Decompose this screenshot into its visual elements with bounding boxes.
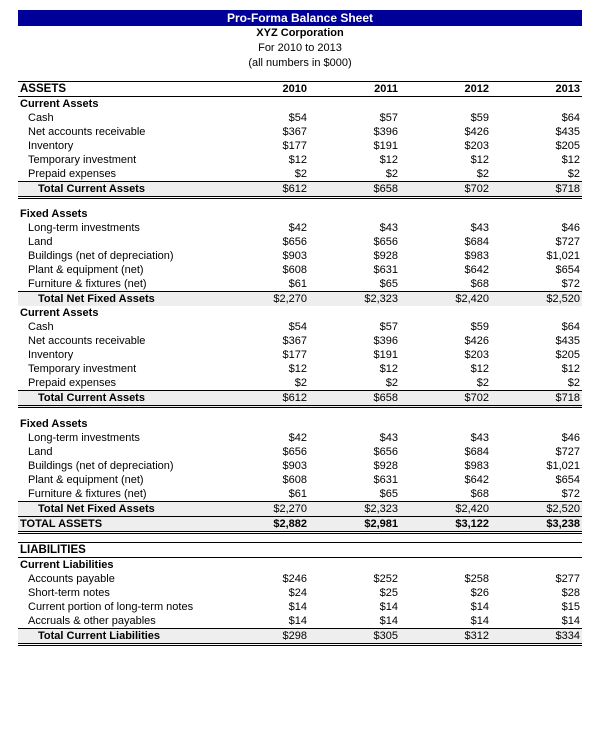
- total-current-assets-row-2: Total Current Assets$612$658$702$718: [18, 391, 582, 407]
- title-bar: Pro-Forma Balance Sheet: [18, 10, 582, 26]
- period-line: For 2010 to 2013: [18, 41, 582, 56]
- assets-label: ASSETS: [18, 81, 218, 96]
- table-row: Buildings (net of depreciation)$903$928$…: [18, 459, 582, 473]
- total-fixed-assets-row-2: Total Net Fixed Assets$2,270$2,323$2,420…: [18, 501, 582, 516]
- col-year-1: 2011: [309, 81, 400, 96]
- table-row: Prepaid expenses$2$2$2$2: [18, 167, 582, 182]
- table-row: Land$656$656$684$727: [18, 235, 582, 249]
- total-fixed-assets-row: Total Net Fixed Assets$2,270$2,323$2,420…: [18, 292, 582, 307]
- fixed-assets-header-2: Fixed Assets: [18, 417, 582, 431]
- col-year-2: 2012: [400, 81, 491, 96]
- table-row: Current portion of long-term notes$14$14…: [18, 600, 582, 614]
- table-row: Plant & equipment (net)$608$631$642$654: [18, 263, 582, 277]
- fixed-assets-header: Fixed Assets: [18, 207, 582, 221]
- table-row: Long-term investments$42$43$43$46: [18, 221, 582, 235]
- balance-sheet-table: ASSETS 2010 2011 2012 2013 Current Asset…: [18, 81, 582, 646]
- table-row: Long-term investments$42$43$43$46: [18, 431, 582, 445]
- table-row: Net accounts receivable$367$396$426$435: [18, 334, 582, 348]
- table-row: Land$656$656$684$727: [18, 445, 582, 459]
- table-row: Furniture & fixtures (net)$61$65$68$72: [18, 277, 582, 292]
- current-assets-header-2: Current Assets: [18, 306, 582, 320]
- total-current-assets-row: Total Current Assets$612$658$702$718: [18, 181, 582, 197]
- current-liabilities-header: Current Liabilities: [18, 557, 582, 572]
- total-assets-row: TOTAL ASSETS$2,882$2,981$3,122$3,238: [18, 516, 582, 532]
- assets-header-row: ASSETS 2010 2011 2012 2013: [18, 81, 582, 96]
- table-row: Temporary investment$12$12$12$12: [18, 153, 582, 167]
- total-current-liabilities-row: Total Current Liabilities$298$305$312$33…: [18, 628, 582, 644]
- table-row: Inventory$177$191$203$205: [18, 139, 582, 153]
- table-row: Accruals & other payables$14$14$14$14: [18, 614, 582, 629]
- company-name: XYZ Corporation: [18, 26, 582, 41]
- liabilities-header-row: LIABILITIES: [18, 542, 582, 557]
- table-row: Cash$54$57$59$64: [18, 320, 582, 334]
- table-row: Furniture & fixtures (net)$61$65$68$72: [18, 487, 582, 502]
- table-row: Plant & equipment (net)$608$631$642$654: [18, 473, 582, 487]
- table-row: Short-term notes$24$25$26$28: [18, 586, 582, 600]
- col-year-0: 2010: [218, 81, 309, 96]
- current-assets-header: Current Assets: [18, 96, 582, 111]
- table-row: Accounts payable$246$252$258$277: [18, 572, 582, 586]
- table-row: Prepaid expenses$2$2$2$2: [18, 376, 582, 391]
- col-year-3: 2013: [491, 81, 582, 96]
- units-line: (all numbers in $000): [18, 56, 582, 71]
- table-row: Buildings (net of depreciation)$903$928$…: [18, 249, 582, 263]
- table-row: Cash$54$57$59$64: [18, 111, 582, 125]
- table-row: Net accounts receivable$367$396$426$435: [18, 125, 582, 139]
- table-row: Inventory$177$191$203$205: [18, 348, 582, 362]
- balance-sheet: Pro-Forma Balance Sheet XYZ Corporation …: [0, 0, 600, 664]
- table-row: Temporary investment$12$12$12$12: [18, 362, 582, 376]
